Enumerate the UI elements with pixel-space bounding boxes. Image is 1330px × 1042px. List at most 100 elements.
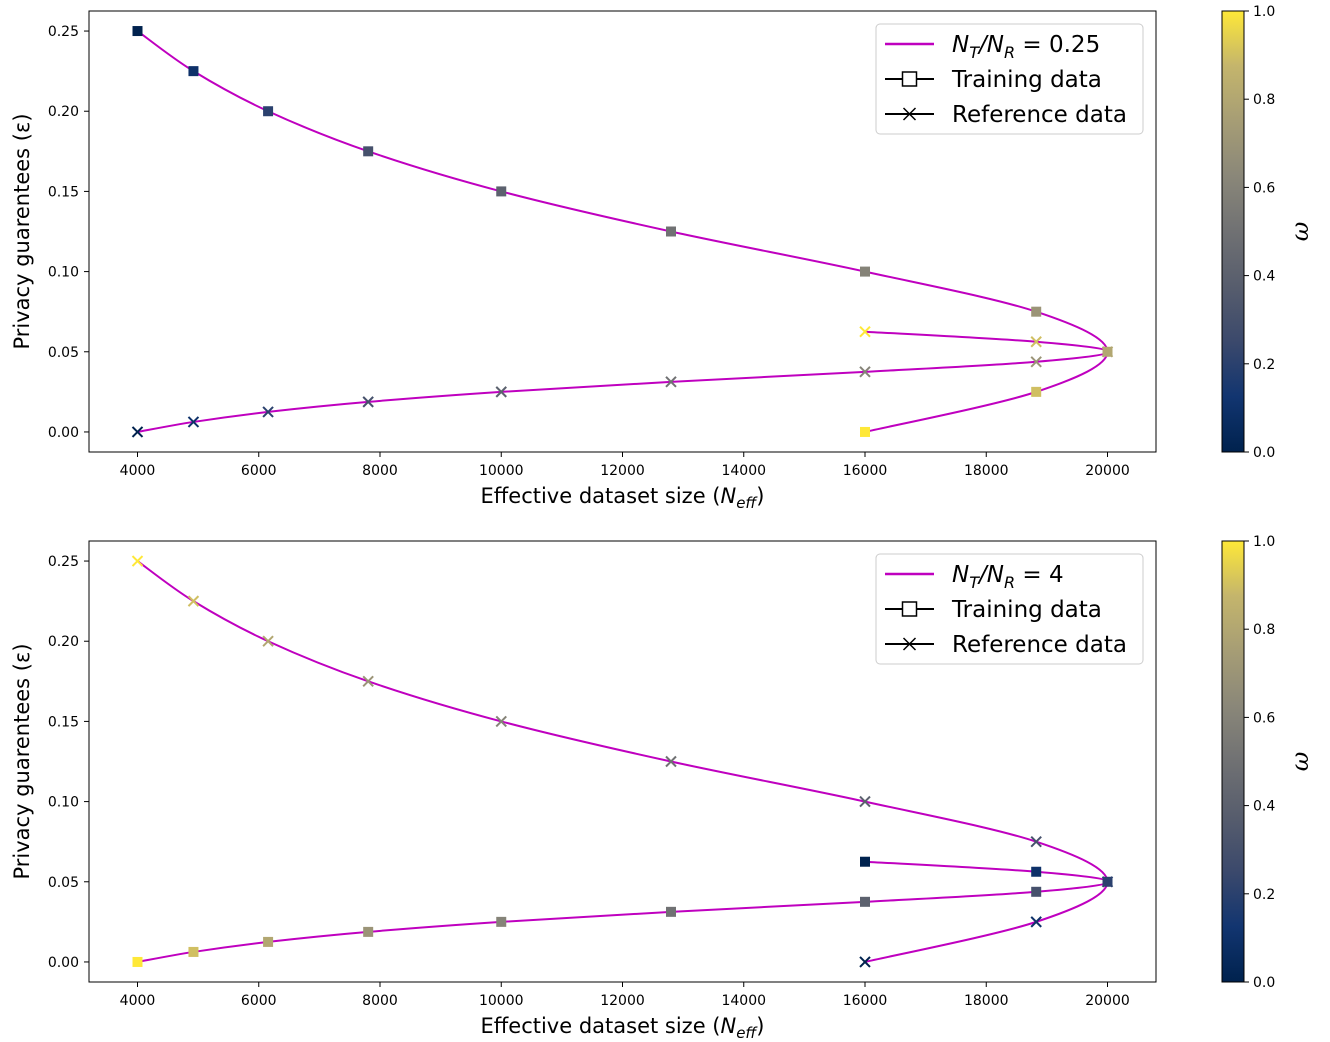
x-tick-label: 14000 xyxy=(721,993,766,1009)
x-axis-label: Effective dataset size (Neff) xyxy=(481,1014,765,1042)
x-tick-label: 16000 xyxy=(843,463,888,479)
colorbar: 0.0 0.2 0.4 0.6 0.8 1.0 ω xyxy=(1221,4,1314,461)
y-tick-label: 0.25 xyxy=(48,554,79,570)
y-axis: 0.00 0.05 0.10 0.15 0.20 0.25 xyxy=(48,554,89,971)
markers-reference xyxy=(131,326,1114,438)
series-line-2 xyxy=(137,860,1109,963)
colorbar-tick-label: 0.2 xyxy=(1253,887,1275,903)
data-point-square xyxy=(363,146,374,157)
legend-square-marker xyxy=(901,601,918,617)
data-point-x xyxy=(665,376,677,388)
x-tick-label: 20000 xyxy=(1085,993,1130,1009)
x-tick-label: 10000 xyxy=(479,463,524,479)
x-tick-label: 4000 xyxy=(120,463,156,479)
data-point-x xyxy=(1101,346,1114,358)
y-tick-label: 0.00 xyxy=(48,955,79,971)
y-tick-label: 0.25 xyxy=(48,24,79,40)
y-tick-label: 0.10 xyxy=(48,265,79,281)
data-point-square xyxy=(132,26,143,37)
data-point-square xyxy=(1031,386,1042,397)
legend: NT/NR = 4 Training data Reference data xyxy=(875,553,1144,665)
x-tick-label: 12000 xyxy=(600,463,645,479)
data-point-square xyxy=(263,106,274,117)
colorbar-gradient xyxy=(1221,540,1245,983)
x-tick-label: 4000 xyxy=(120,993,156,1009)
data-point-x xyxy=(859,366,871,378)
data-point-x xyxy=(1030,336,1042,348)
legend: NT/NR = 0.25 Training data Reference data xyxy=(875,23,1144,135)
y-axis-label: Privacy guarentees (ε) xyxy=(10,643,34,879)
colorbar-label: ω xyxy=(1286,752,1314,772)
data-point-square xyxy=(132,956,143,967)
colorbar-tick-label: 0.2 xyxy=(1253,357,1275,373)
data-point-square xyxy=(860,426,870,437)
x-axis-label: Effective dataset size (Neff) xyxy=(481,484,765,512)
x-tick-label: 10000 xyxy=(479,993,524,1009)
data-point-x xyxy=(859,795,871,808)
data-point-square xyxy=(496,916,507,927)
x-tick-label: 8000 xyxy=(362,993,398,1009)
legend-label: Reference data xyxy=(952,102,1127,128)
colorbar-tick-label: 1.0 xyxy=(1253,534,1275,550)
chart-panel-1: 4000 6000 8000 10000 12000 14000 16000 18000 200… xyxy=(10,4,1314,512)
legend-item-2: Training data xyxy=(885,67,1102,93)
legend-box xyxy=(875,23,1144,135)
x-tick-label: 16000 xyxy=(843,993,888,1009)
data-point-x xyxy=(131,426,144,438)
y-tick-label: 0.10 xyxy=(48,795,79,811)
data-point-x xyxy=(187,416,200,428)
data-point-x xyxy=(262,406,274,418)
data-point-square xyxy=(1031,886,1042,897)
data-point-square xyxy=(860,266,870,277)
y-tick-label: 0.05 xyxy=(48,345,79,361)
legend-item-3: Reference data xyxy=(885,102,1127,128)
x-tick-label: 6000 xyxy=(241,993,277,1009)
data-point-x xyxy=(262,635,274,647)
data-point-square xyxy=(666,226,676,237)
data-point-x xyxy=(495,386,507,398)
data-point-square xyxy=(1031,866,1042,877)
data-point-x xyxy=(859,326,871,338)
data-point-x xyxy=(859,956,871,968)
x-tick-label: 8000 xyxy=(362,463,398,479)
legend-label: Reference data xyxy=(952,632,1127,658)
series-line-2 xyxy=(137,330,1109,433)
data-point-square xyxy=(363,926,374,937)
markers-training xyxy=(132,856,1113,967)
legend-item-3: Reference data xyxy=(885,632,1127,658)
colorbar-tick-label: 0.8 xyxy=(1253,622,1275,638)
y-tick-label: 0.05 xyxy=(48,875,79,891)
colorbar-tick-label: 0.4 xyxy=(1253,269,1275,285)
data-point-square xyxy=(496,186,507,197)
data-point-square xyxy=(188,66,199,77)
data-point-x xyxy=(1030,916,1042,928)
data-point-square xyxy=(860,856,870,867)
y-tick-label: 0.20 xyxy=(48,104,79,120)
colorbar-tick-label: 0.4 xyxy=(1253,799,1275,815)
data-point-x xyxy=(187,595,200,607)
legend-item-2: Training data xyxy=(885,597,1102,623)
y-tick-label: 0.15 xyxy=(48,714,79,730)
colorbar-tick-label: 0.6 xyxy=(1253,180,1275,196)
data-point-square xyxy=(188,946,199,957)
x-tick-label: 18000 xyxy=(964,463,1009,479)
colorbar-tick-label: 0.0 xyxy=(1253,975,1275,991)
colorbar-label: ω xyxy=(1286,222,1314,242)
x-tick-label: 18000 xyxy=(964,993,1009,1009)
data-point-x xyxy=(1030,356,1042,368)
x-axis: 4000 6000 8000 10000 12000 14000 16000 18000 200… xyxy=(120,982,1130,1009)
legend-box xyxy=(875,553,1144,665)
x-axis: 4000 6000 8000 10000 12000 14000 16000 18000 200… xyxy=(120,452,1130,479)
data-point-x xyxy=(495,715,507,728)
data-point-x xyxy=(362,396,374,408)
markers-training xyxy=(132,26,1113,437)
y-tick-label: 0.00 xyxy=(48,425,79,441)
data-point-x xyxy=(131,555,144,567)
legend-label: Training data xyxy=(951,67,1102,93)
y-axis: 0.00 0.05 0.10 0.15 0.20 0.25 xyxy=(48,24,89,441)
data-point-square xyxy=(263,936,274,947)
data-point-x xyxy=(1030,835,1042,848)
legend-label: NT/NR = 0.25 xyxy=(952,32,1100,62)
colorbar-gradient xyxy=(1221,10,1245,453)
